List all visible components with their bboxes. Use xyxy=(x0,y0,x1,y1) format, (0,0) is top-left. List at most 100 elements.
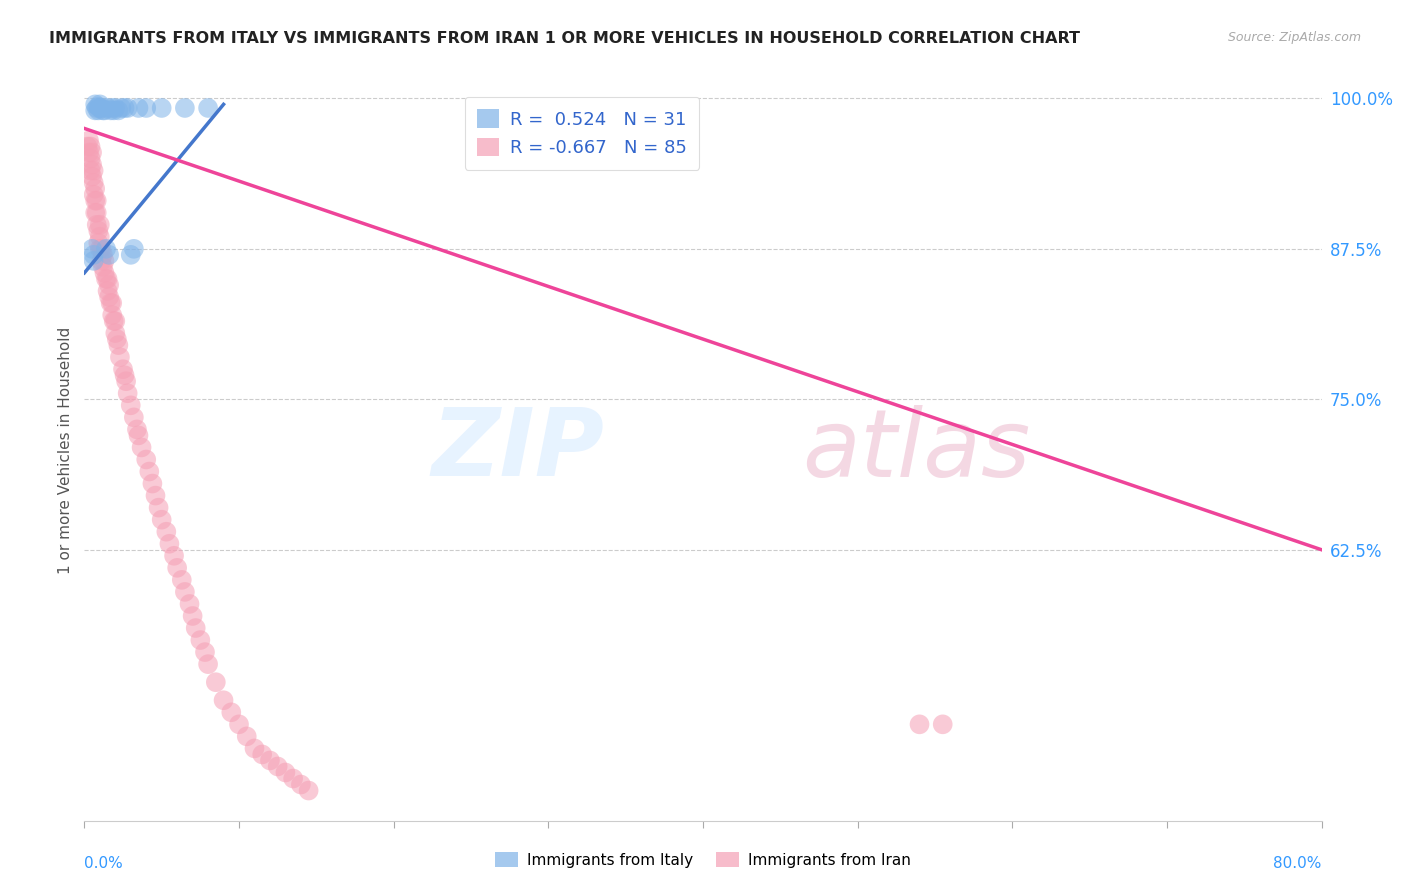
Point xyxy=(94,242,117,256)
Point xyxy=(93,103,115,118)
Point xyxy=(94,272,117,286)
Point xyxy=(96,272,118,286)
Point xyxy=(91,103,114,118)
Point xyxy=(104,101,127,115)
Point xyxy=(250,747,273,762)
Point xyxy=(101,296,124,310)
Point xyxy=(83,176,105,190)
Point xyxy=(135,101,157,115)
Point xyxy=(120,248,142,262)
Point xyxy=(174,585,197,599)
Point xyxy=(82,157,104,171)
Point xyxy=(127,101,149,115)
Point xyxy=(235,730,259,744)
Point xyxy=(267,759,290,773)
Legend: R =  0.524   N = 31, R = -0.667   N = 85: R = 0.524 N = 31, R = -0.667 N = 85 xyxy=(464,96,699,169)
Point xyxy=(112,362,135,376)
Point xyxy=(89,242,111,256)
Point xyxy=(138,465,160,479)
Point xyxy=(105,332,128,346)
Point xyxy=(98,277,121,292)
Point xyxy=(82,242,104,256)
Point xyxy=(90,242,112,256)
Point xyxy=(84,194,107,208)
Point xyxy=(87,100,110,114)
Point xyxy=(82,169,104,184)
Point xyxy=(100,103,122,118)
Point xyxy=(148,500,170,515)
Point xyxy=(83,187,105,202)
Point xyxy=(86,218,108,232)
Point xyxy=(103,314,125,328)
Point xyxy=(93,253,115,268)
Point xyxy=(181,609,204,624)
Point xyxy=(98,290,121,304)
Point xyxy=(89,229,111,244)
Point xyxy=(77,133,100,147)
Point xyxy=(188,633,211,648)
Point xyxy=(87,103,110,118)
Point xyxy=(117,101,139,115)
Point xyxy=(141,476,163,491)
Point xyxy=(197,657,219,672)
Point xyxy=(243,741,266,756)
Point xyxy=(179,597,201,611)
Point xyxy=(150,101,173,115)
Y-axis label: 1 or more Vehicles in Household: 1 or more Vehicles in Household xyxy=(58,326,73,574)
Point xyxy=(205,675,228,690)
Point xyxy=(101,308,124,322)
Point xyxy=(93,266,115,280)
Point xyxy=(163,549,186,563)
Point xyxy=(103,103,125,118)
Point xyxy=(194,645,217,659)
Text: atlas: atlas xyxy=(801,405,1031,496)
Point xyxy=(259,754,281,768)
Point xyxy=(120,398,142,412)
Point xyxy=(228,717,250,731)
Point xyxy=(274,765,297,780)
Text: IMMIGRANTS FROM ITALY VS IMMIGRANTS FROM IRAN 1 OR MORE VEHICLES IN HOUSEHOLD CO: IMMIGRANTS FROM ITALY VS IMMIGRANTS FROM… xyxy=(49,31,1080,46)
Point xyxy=(90,101,112,115)
Point xyxy=(131,441,153,455)
Point xyxy=(155,524,177,539)
Point xyxy=(166,561,188,575)
Point xyxy=(110,101,132,115)
Point xyxy=(114,368,136,383)
Point xyxy=(101,101,124,115)
Point xyxy=(79,163,101,178)
Point xyxy=(90,253,112,268)
Point xyxy=(83,253,105,268)
Point xyxy=(89,218,111,232)
Point xyxy=(84,103,107,118)
Point xyxy=(87,235,110,250)
Point xyxy=(82,145,104,160)
Point xyxy=(197,101,219,115)
Text: 80.0%: 80.0% xyxy=(1274,856,1322,871)
Point xyxy=(115,374,138,388)
Point xyxy=(174,101,197,115)
Point xyxy=(219,706,242,720)
Point xyxy=(127,428,149,442)
Point xyxy=(108,350,131,364)
Point xyxy=(932,717,955,731)
Point xyxy=(91,260,114,274)
Point xyxy=(170,573,193,587)
Point xyxy=(117,386,139,401)
Point xyxy=(83,163,105,178)
Point xyxy=(150,513,173,527)
Point xyxy=(86,205,108,219)
Point xyxy=(77,145,100,160)
Point xyxy=(76,139,98,153)
Point xyxy=(84,97,107,112)
Point xyxy=(86,101,108,115)
Point xyxy=(89,97,111,112)
Text: ZIP: ZIP xyxy=(432,404,605,497)
Point xyxy=(96,284,118,298)
Text: Source: ZipAtlas.com: Source: ZipAtlas.com xyxy=(1227,31,1361,45)
Point xyxy=(83,248,105,262)
Point xyxy=(79,152,101,166)
Point xyxy=(297,783,319,797)
Point xyxy=(122,410,145,425)
Point xyxy=(79,139,101,153)
Point xyxy=(125,422,148,436)
